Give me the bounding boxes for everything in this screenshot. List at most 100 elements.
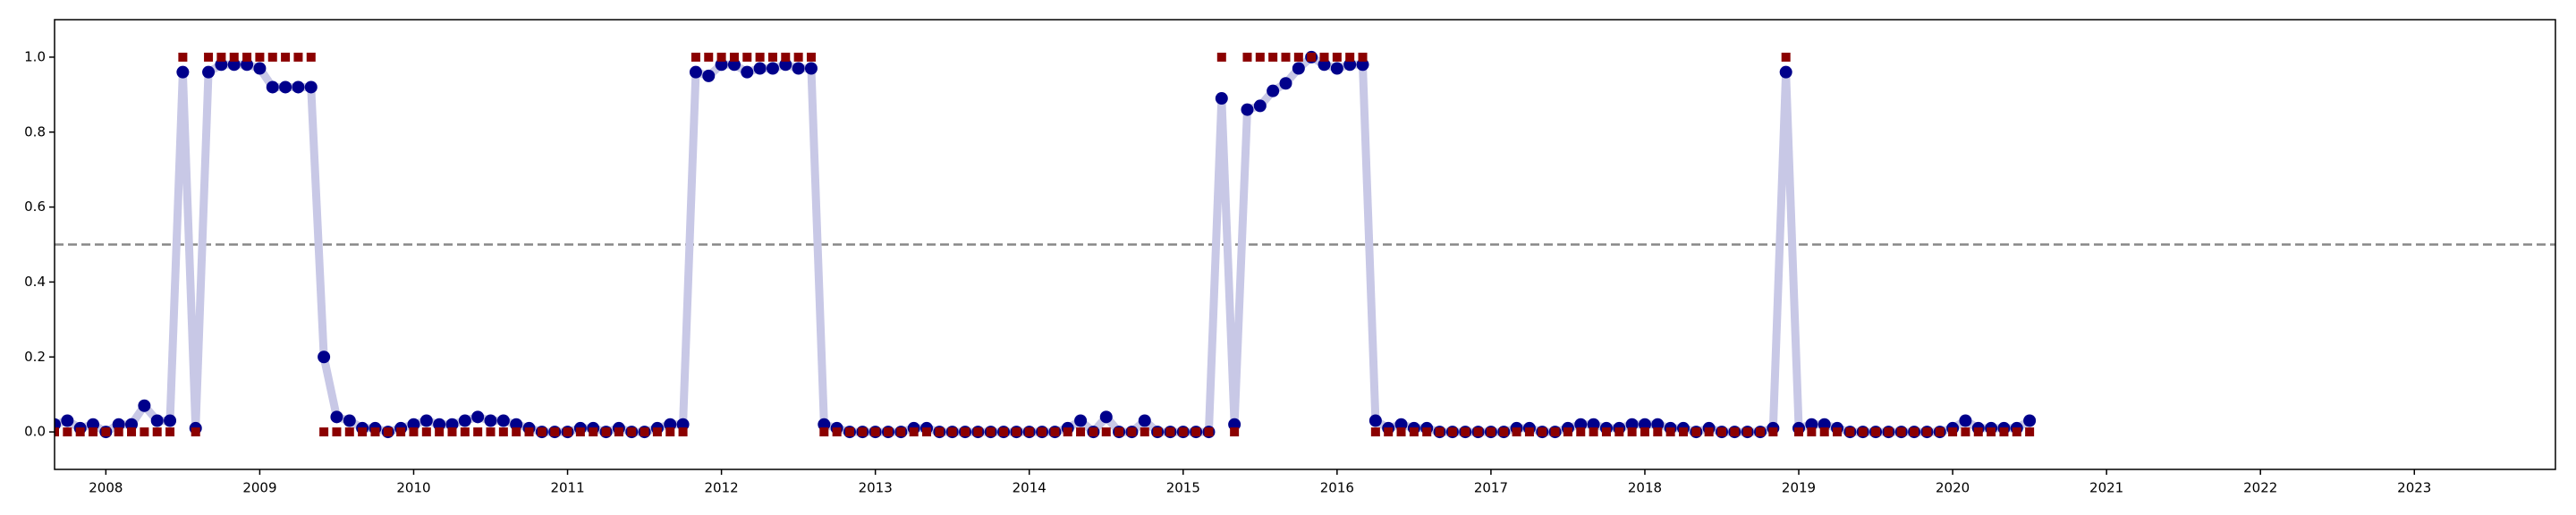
label-marker bbox=[575, 427, 585, 437]
label-marker bbox=[1845, 427, 1855, 437]
label-marker bbox=[550, 427, 560, 437]
label-marker bbox=[832, 427, 842, 437]
label-marker bbox=[1358, 52, 1368, 62]
label-marker bbox=[1281, 52, 1291, 62]
label-marker bbox=[1114, 427, 1124, 437]
label-marker bbox=[742, 52, 752, 62]
label-marker bbox=[1512, 427, 1521, 437]
label-marker bbox=[165, 427, 175, 437]
label-marker bbox=[1178, 427, 1188, 437]
label-marker bbox=[1447, 427, 1457, 437]
label-marker bbox=[1756, 427, 1766, 437]
label-marker bbox=[601, 427, 611, 437]
point bbox=[202, 65, 216, 79]
label-marker bbox=[319, 427, 329, 437]
label-marker bbox=[1204, 427, 1214, 437]
point bbox=[176, 65, 190, 79]
point bbox=[1253, 99, 1267, 113]
label-marker bbox=[870, 427, 880, 437]
label-marker bbox=[1024, 427, 1034, 437]
label-marker bbox=[216, 52, 226, 62]
point bbox=[292, 80, 305, 94]
label-marker bbox=[1973, 427, 1983, 437]
label-marker bbox=[512, 427, 521, 437]
label-marker bbox=[1717, 427, 1726, 437]
label-marker bbox=[2012, 427, 2021, 437]
point bbox=[753, 62, 767, 75]
y-tick-label: 0.8 bbox=[24, 123, 46, 139]
label-marker bbox=[1627, 427, 1637, 437]
point bbox=[1279, 77, 1292, 90]
label-marker bbox=[1858, 427, 1868, 437]
label-marker bbox=[999, 427, 1009, 437]
label-marker bbox=[1230, 427, 1240, 437]
x-tick-label: 2010 bbox=[396, 480, 430, 496]
point bbox=[304, 80, 318, 94]
label-marker bbox=[922, 427, 932, 437]
label-marker bbox=[1473, 427, 1483, 437]
label-marker bbox=[281, 52, 291, 62]
point bbox=[1959, 414, 1972, 427]
label-marker bbox=[1461, 427, 1470, 437]
label-marker bbox=[1589, 427, 1598, 437]
point bbox=[1330, 62, 1343, 75]
point bbox=[2023, 414, 2037, 427]
label-marker bbox=[537, 427, 547, 437]
label-marker bbox=[986, 427, 996, 437]
label-marker bbox=[1781, 52, 1791, 62]
label-marker bbox=[306, 52, 316, 62]
plot-frame bbox=[54, 19, 2556, 470]
point bbox=[689, 65, 702, 79]
label-marker bbox=[178, 52, 188, 62]
label-marker bbox=[1563, 427, 1572, 437]
label-marker bbox=[1101, 427, 1111, 437]
label-marker bbox=[844, 427, 854, 437]
label-marker bbox=[1807, 427, 1817, 437]
point bbox=[1241, 103, 1254, 116]
x-tick-label: 2023 bbox=[2397, 480, 2431, 496]
label-marker bbox=[1653, 427, 1663, 437]
x-tick-label: 2020 bbox=[1936, 480, 1970, 496]
point bbox=[164, 414, 177, 427]
label-marker bbox=[1345, 52, 1355, 62]
label-marker bbox=[729, 52, 739, 62]
label-marker bbox=[344, 427, 354, 437]
y-tick-label: 0.6 bbox=[24, 198, 46, 215]
label-marker bbox=[1127, 427, 1137, 437]
label-marker bbox=[767, 52, 777, 62]
point bbox=[1138, 414, 1151, 427]
y-tick-label: 0.4 bbox=[24, 274, 46, 290]
label-marker bbox=[75, 427, 85, 437]
point bbox=[61, 414, 74, 427]
point bbox=[1099, 410, 1113, 424]
label-marker bbox=[1987, 427, 1996, 437]
label-marker bbox=[1768, 427, 1778, 437]
y-tick-label: 0.0 bbox=[24, 424, 46, 440]
label-marker bbox=[1640, 427, 1649, 437]
y-tick-label: 1.0 bbox=[24, 48, 46, 64]
label-marker bbox=[1742, 427, 1752, 437]
label-marker bbox=[1191, 427, 1201, 437]
label-marker bbox=[1089, 427, 1098, 437]
label-marker bbox=[1538, 427, 1547, 437]
label-marker bbox=[486, 427, 496, 437]
label-marker bbox=[1999, 427, 2009, 437]
label-marker bbox=[1140, 427, 1149, 437]
label-marker bbox=[627, 427, 637, 437]
point bbox=[484, 414, 497, 427]
label-marker bbox=[1961, 427, 1970, 437]
label-marker bbox=[665, 427, 675, 437]
label-marker bbox=[1524, 427, 1534, 437]
label-marker bbox=[421, 427, 431, 437]
label-marker bbox=[1948, 427, 1958, 437]
label-marker bbox=[63, 427, 72, 437]
label-marker bbox=[973, 427, 983, 437]
point bbox=[471, 410, 485, 424]
label-marker bbox=[1422, 427, 1432, 437]
label-marker bbox=[1819, 427, 1829, 437]
label-marker bbox=[640, 427, 649, 437]
label-marker bbox=[858, 427, 868, 437]
label-marker bbox=[1730, 427, 1740, 437]
label-marker bbox=[947, 427, 957, 437]
